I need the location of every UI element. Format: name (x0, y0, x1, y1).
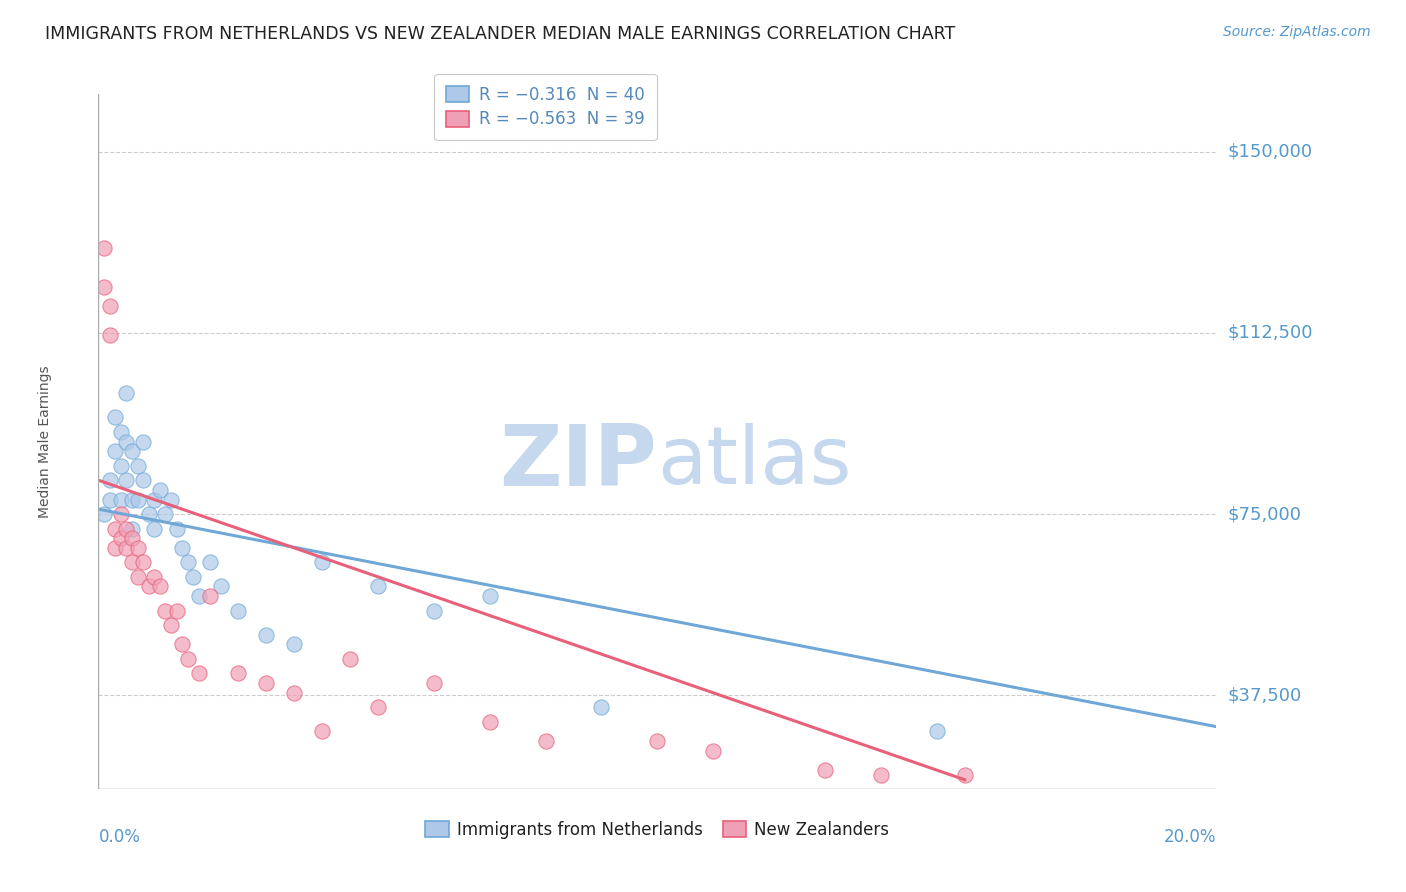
Text: IMMIGRANTS FROM NETHERLANDS VS NEW ZEALANDER MEDIAN MALE EARNINGS CORRELATION CH: IMMIGRANTS FROM NETHERLANDS VS NEW ZEALA… (45, 25, 955, 43)
Point (143, 492, 166, 507)
Point (953, 768, 976, 782)
Text: Median Male Earnings: Median Male Earnings (38, 365, 52, 518)
Point (110, 492, 132, 507)
Point (104, 444, 127, 458)
Point (177, 555, 200, 569)
Point (183, 570, 205, 584)
Point (127, 458, 149, 473)
Point (209, 580, 232, 594)
Text: ZIP: ZIP (499, 421, 658, 504)
Point (121, 521, 143, 535)
Point (143, 570, 166, 584)
Point (115, 386, 138, 401)
Point (188, 589, 211, 603)
Point (104, 541, 127, 555)
Point (98, 473, 121, 487)
Point (423, 676, 446, 690)
Point (138, 580, 160, 594)
Point (226, 666, 249, 681)
Point (104, 410, 127, 425)
Point (121, 531, 143, 545)
Point (254, 676, 277, 690)
Point (143, 521, 166, 535)
Point (110, 425, 132, 439)
Text: Source: ZipAtlas.com: Source: ZipAtlas.com (1223, 25, 1371, 39)
Point (478, 714, 501, 729)
Point (311, 555, 333, 569)
Point (311, 724, 333, 739)
Point (115, 473, 138, 487)
Point (110, 507, 132, 521)
Text: $37,500: $37,500 (1227, 686, 1302, 704)
Point (702, 744, 724, 758)
Point (166, 604, 188, 618)
Point (283, 637, 305, 651)
Point (104, 521, 127, 535)
Point (177, 652, 200, 666)
Text: 20.0%: 20.0% (1164, 828, 1216, 846)
Point (127, 541, 149, 555)
Point (160, 492, 183, 507)
Point (132, 473, 155, 487)
Point (283, 686, 305, 700)
Point (925, 724, 948, 739)
Point (98, 299, 121, 313)
Point (814, 763, 837, 777)
Legend: Immigrants from Netherlands, New Zealanders: Immigrants from Netherlands, New Zealand… (416, 813, 898, 847)
Point (166, 521, 188, 535)
Point (132, 555, 155, 569)
Point (121, 444, 143, 458)
Point (98, 328, 121, 343)
Point (93, 280, 115, 294)
Point (127, 570, 149, 584)
Point (870, 768, 893, 782)
Text: $150,000: $150,000 (1227, 143, 1312, 161)
Point (478, 589, 501, 603)
Point (160, 618, 183, 632)
Point (98, 492, 121, 507)
Point (110, 531, 132, 545)
Point (115, 521, 138, 535)
Point (226, 604, 249, 618)
Point (200, 555, 222, 569)
Point (127, 492, 149, 507)
Point (254, 628, 277, 642)
Point (149, 580, 172, 594)
Point (115, 541, 138, 555)
Point (172, 637, 194, 651)
Point (591, 700, 613, 714)
Point (132, 434, 155, 449)
Point (121, 492, 143, 507)
Text: $112,500: $112,500 (1227, 324, 1313, 342)
Text: atlas: atlas (658, 424, 852, 501)
Point (534, 734, 557, 748)
Point (110, 458, 132, 473)
Text: 0.0%: 0.0% (98, 828, 141, 846)
Point (339, 652, 361, 666)
Point (155, 507, 177, 521)
Point (423, 604, 446, 618)
Point (188, 666, 211, 681)
Point (367, 700, 389, 714)
Point (172, 541, 194, 555)
Point (93, 507, 115, 521)
Point (367, 580, 389, 594)
Point (155, 604, 177, 618)
Point (138, 507, 160, 521)
Point (121, 555, 143, 569)
Point (200, 589, 222, 603)
Text: $75,000: $75,000 (1227, 505, 1302, 523)
Point (93, 241, 115, 255)
Point (115, 434, 138, 449)
Point (647, 734, 669, 748)
Point (149, 483, 172, 497)
